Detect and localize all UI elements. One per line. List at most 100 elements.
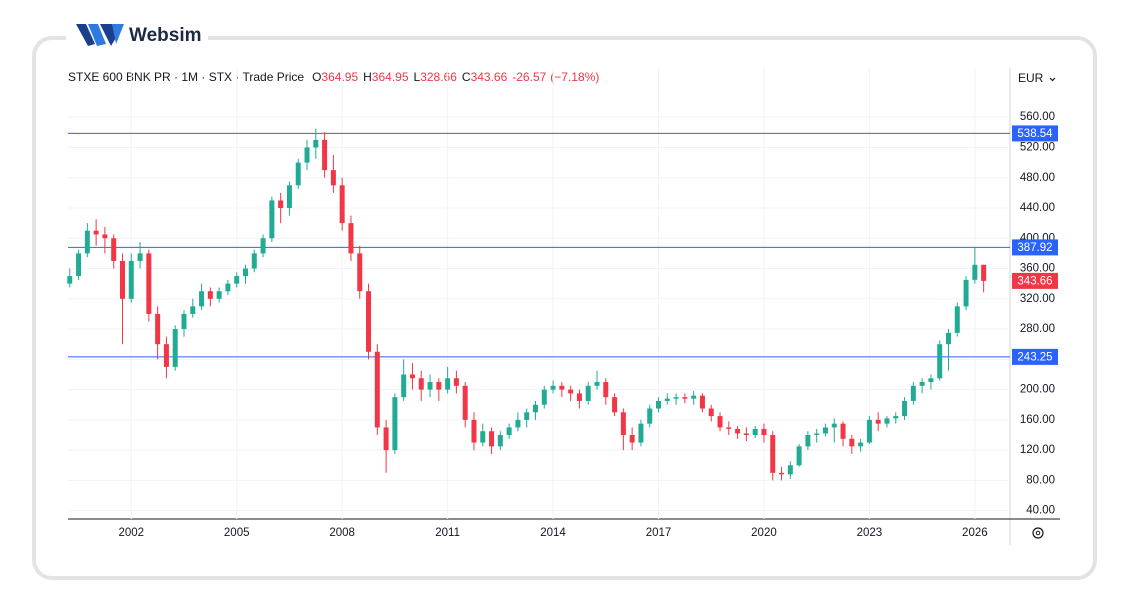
candle-body [172,329,178,367]
candle-body [910,385,916,401]
candle-body [199,291,205,307]
change-value: -26.57 [512,70,546,84]
candle-body [673,397,679,399]
candle-body [260,238,266,254]
candle-body [699,395,705,409]
y-tick-label: 200.00 [1020,384,1055,396]
candle-body [366,291,372,352]
candle-body [524,412,530,420]
candle-body [409,374,415,379]
candle-body [568,389,574,394]
ohlc-prefix: L [414,70,421,84]
level-label: 243.25 [1017,351,1052,363]
x-tick-label: 2005 [224,527,250,539]
candle-body [708,408,714,417]
candle-body [752,428,758,436]
y-tick-label: 280.00 [1020,323,1055,335]
candle-body [462,385,468,420]
candle-body [840,423,846,439]
settings-icon[interactable] [1032,527,1044,539]
candle-body [972,264,978,280]
x-tick-label: 2017 [646,527,672,539]
candle-body [67,276,73,284]
candle-body [102,234,108,239]
candle-body [594,382,600,386]
candle-body [471,419,477,443]
candle-body [392,397,398,451]
candle-body [928,378,934,383]
candle-body [348,223,354,254]
candle-body [286,185,292,208]
candle-body [585,385,591,401]
candle-body [119,260,125,299]
candle-body [919,382,925,386]
dropdown-arrow[interactable] [1049,77,1056,82]
y-tick-label: 40.00 [1026,505,1055,517]
candle-body [163,344,169,367]
x-tick-label: 2020 [751,527,777,539]
ohlc-prefix: C [462,70,471,84]
candle-body [146,253,152,314]
candle-body [858,442,864,447]
candle-body [717,416,723,428]
candle-body [155,313,161,345]
level-label: 538.54 [1017,128,1053,140]
candle-body [664,398,670,401]
candle-body [822,427,828,434]
candle-body [489,431,495,447]
candle-body [532,404,538,413]
candle-body [339,185,345,224]
ohlc-value: 364.95 [372,70,409,84]
candle-body [357,253,363,292]
candle-body [137,253,143,261]
candle-body [111,238,117,261]
candle-body [559,385,565,390]
candle-body [251,253,257,269]
candle-body [656,400,662,409]
candle-body [884,418,890,424]
candle-body [269,200,275,239]
candle-body [401,374,407,398]
candle-body [515,419,521,428]
y-tick-label: 320.00 [1020,293,1055,305]
brand-name: Websim [129,25,202,46]
y-tick-label: 360.00 [1020,263,1055,275]
candle-body [243,268,249,277]
candle-body [875,419,881,424]
candle-body [225,283,231,292]
level-label: 387.92 [1017,242,1052,254]
candle-body [93,230,99,235]
candle-body [761,428,767,436]
candle-body [963,279,969,307]
candle-body [436,382,442,390]
chart-title: STXE 600 BNK PR · 1M · STX · Trade Price [68,70,304,84]
chart-header: STXE 600 BNK PR · 1M · STX · Trade Price… [68,70,599,84]
x-tick-label: 2026 [962,527,988,539]
candle-body [945,332,951,345]
candle-body [295,162,301,186]
candle-body [576,393,582,401]
candle-body [445,378,451,390]
candle-body [234,276,240,284]
candle-body [480,431,486,443]
candle-body [647,408,653,424]
candle-body [849,438,855,447]
candle-body [278,200,284,208]
candle-body [866,419,872,443]
candle-body [383,427,389,451]
x-tick-label: 2008 [329,527,355,539]
candle-body [682,397,688,399]
ohlc-value: 364.95 [321,70,358,84]
y-tick-label: 520.00 [1020,141,1055,153]
candle-body [603,382,609,398]
candle-body [181,313,187,330]
candle-body [612,397,618,413]
candle-body [84,230,90,254]
y-tick-label: 120.00 [1020,444,1055,456]
candle-body [805,435,811,447]
candle-body [453,378,459,386]
candle-body [620,412,626,436]
candle-body [796,446,802,466]
candle-body [216,291,222,299]
currency-selector[interactable]: EUR [1018,71,1044,85]
